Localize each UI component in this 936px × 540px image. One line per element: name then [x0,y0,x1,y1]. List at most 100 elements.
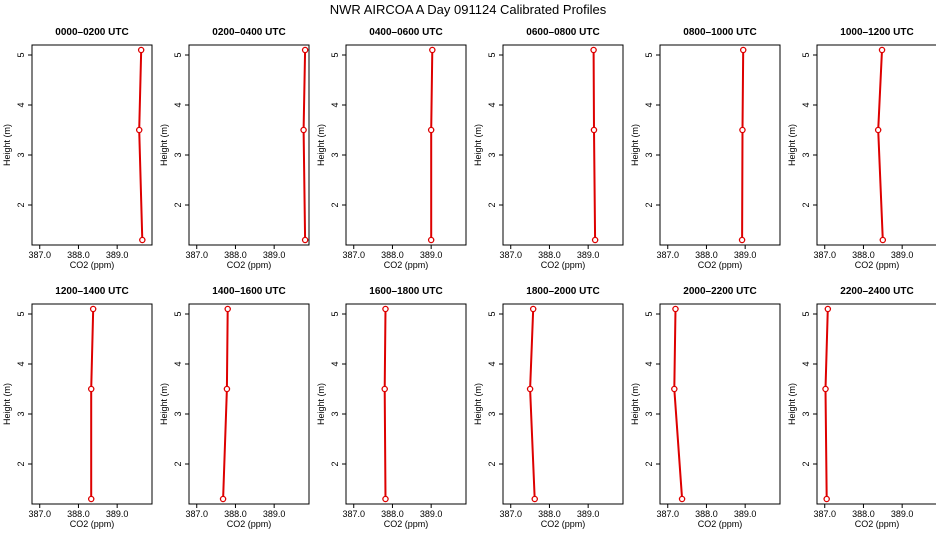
y-tick-label: 4 [801,361,811,366]
x-tick-label: 388.0 [538,250,561,260]
y-tick-label: 3 [801,152,811,157]
x-axis-label: CO2 (ppm) [384,260,429,270]
panel-title: 1000–1200 UTC [840,27,913,38]
y-axis-label: Height (m) [159,383,169,425]
data-point [223,385,231,393]
x-tick-label: 388.0 [852,250,875,260]
plot-frame [816,44,936,246]
data-point [137,46,145,54]
co2-profile-line [741,49,745,241]
y-tick-label: 4 [487,102,497,107]
x-tick-label: 388.0 [381,509,404,519]
y-axis-label: Height (m) [630,383,640,425]
y-tick-label: 2 [801,202,811,207]
co2-profile-line [302,49,307,241]
x-tick-label: 387.0 [813,509,836,519]
y-axis-label: Height (m) [316,383,326,425]
x-tick-label: 389.0 [106,509,129,519]
data-point [135,126,143,134]
y-tick-label: 5 [801,52,811,57]
y-tick-label: 2 [644,461,654,466]
y-tick-label: 5 [330,52,340,57]
x-tick-label: 389.0 [106,250,129,260]
x-tick-label: 387.0 [342,509,365,519]
x-tick-label: 388.0 [381,250,404,260]
x-tick-label: 388.0 [224,509,247,519]
x-tick-label: 388.0 [538,509,561,519]
y-tick-label: 2 [330,461,340,466]
x-axis-label: CO2 (ppm) [70,260,115,270]
data-point [87,385,95,393]
plot-frame [345,303,467,505]
x-tick-label: 389.0 [577,250,600,260]
data-point [822,385,829,393]
co2-profile-line [222,308,229,500]
panel-title: 1200–1400 UTC [55,286,128,297]
x-tick-label: 387.0 [499,250,522,260]
data-point [591,236,599,244]
x-tick-label: 388.0 [67,250,90,260]
data-point [824,305,832,313]
y-axis-label: Height (m) [473,383,483,425]
x-tick-label: 388.0 [852,509,875,519]
co2-profile-line [383,308,387,500]
y-tick-label: 5 [173,52,183,57]
x-tick-label: 389.0 [891,509,914,519]
data-point [300,126,307,134]
x-tick-label: 388.0 [695,509,718,519]
data-point [879,236,887,244]
data-point [89,305,97,313]
data-point [219,495,227,503]
y-tick-label: 2 [644,202,654,207]
x-tick-label: 387.0 [28,250,51,260]
plot-frame [659,44,781,246]
x-tick-label: 387.0 [813,250,836,260]
x-tick-label: 389.0 [891,250,914,260]
y-axis-label: Height (m) [473,124,483,166]
y-tick-label: 4 [173,361,183,366]
data-point [139,236,146,244]
x-axis-label: CO2 (ppm) [384,519,429,529]
co2-profile-line [824,308,829,500]
y-tick-label: 5 [330,311,340,316]
panel-title: 0200–0400 UTC [212,27,285,38]
data-point [672,305,679,313]
data-point [874,126,882,134]
plot-frame [31,44,153,246]
x-tick-label: 387.0 [499,509,522,519]
y-tick-label: 5 [173,311,183,316]
data-point [301,236,309,244]
x-axis-label: CO2 (ppm) [541,519,586,529]
y-tick-label: 3 [644,411,654,416]
data-point [382,305,389,313]
co2-profile-line [90,308,95,499]
y-tick-label: 5 [16,311,26,316]
x-tick-label: 389.0 [420,509,443,519]
y-tick-label: 3 [330,152,340,157]
y-tick-label: 2 [487,202,497,207]
data-point [427,236,435,244]
data-point [878,46,886,54]
data-point [87,495,95,503]
x-axis-label: CO2 (ppm) [227,519,272,529]
co2-profile-line [430,49,434,240]
data-point [301,46,309,54]
data-point [224,305,231,313]
plot-frame [188,44,310,246]
x-axis-label: CO2 (ppm) [698,260,743,270]
plot-frame [502,303,624,505]
y-axis-label: Height (m) [630,124,640,166]
x-axis-label: CO2 (ppm) [70,519,115,529]
y-tick-label: 4 [330,102,340,107]
data-point [671,385,678,393]
panel-title: 1600–1800 UTC [369,286,442,297]
y-tick-label: 3 [16,411,26,416]
x-axis-label: CO2 (ppm) [698,519,743,529]
x-tick-label: 388.0 [67,509,90,519]
panel-title: 1800–2000 UTC [526,286,599,297]
